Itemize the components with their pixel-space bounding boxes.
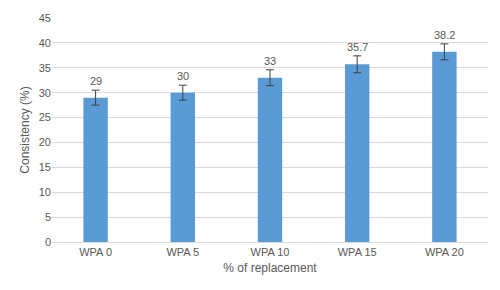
svg-text:20: 20	[39, 136, 51, 148]
svg-text:25: 25	[39, 111, 51, 123]
svg-text:0: 0	[45, 236, 51, 248]
svg-text:33: 33	[264, 55, 276, 67]
svg-text:WPA 20: WPA 20	[425, 246, 464, 258]
svg-text:WPA 5: WPA 5	[166, 246, 199, 258]
svg-text:10: 10	[39, 186, 51, 198]
svg-text:5: 5	[45, 211, 51, 223]
svg-text:38.2: 38.2	[434, 29, 455, 41]
svg-text:Consistency (%): Consistency (%)	[18, 86, 32, 173]
svg-text:% of replacement: % of replacement	[223, 261, 317, 275]
svg-text:29: 29	[90, 75, 102, 87]
svg-text:WPA 0: WPA 0	[79, 246, 112, 258]
svg-text:WPA 10: WPA 10	[251, 246, 290, 258]
svg-text:WPA 15: WPA 15	[338, 246, 377, 258]
svg-text:45: 45	[39, 12, 51, 24]
svg-text:40: 40	[39, 37, 51, 49]
svg-text:35.7: 35.7	[347, 41, 368, 53]
svg-text:35: 35	[39, 62, 51, 74]
svg-text:30: 30	[177, 70, 189, 82]
svg-text:15: 15	[39, 161, 51, 173]
svg-text:30: 30	[39, 87, 51, 99]
